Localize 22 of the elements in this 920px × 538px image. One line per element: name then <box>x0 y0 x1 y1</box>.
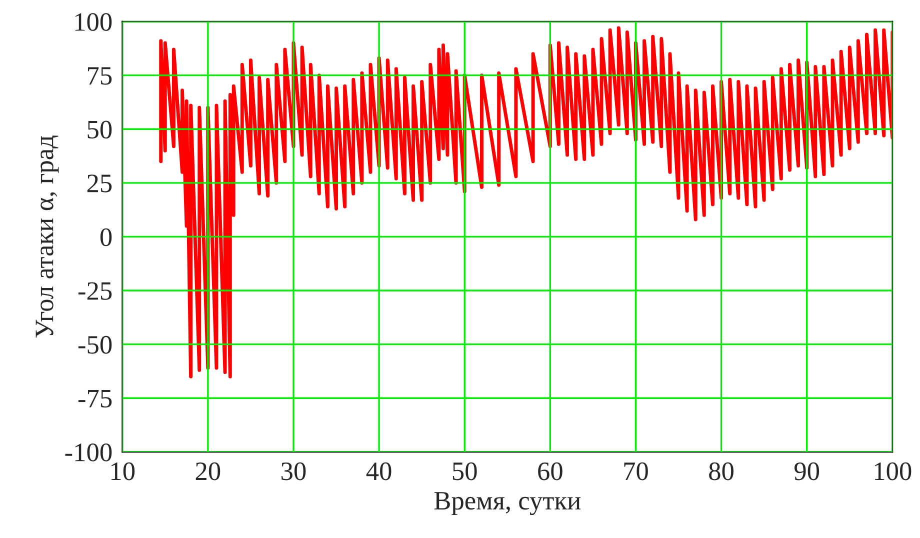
x-tick-label: 70 <box>624 462 648 480</box>
line-series <box>159 26 892 378</box>
x-tick-label: 10 <box>111 462 135 480</box>
x-tick-label: 100 <box>874 462 912 480</box>
y-tick-label: 75 <box>88 67 112 85</box>
x-tick-label: 60 <box>538 462 562 480</box>
x-tick-label: 30 <box>282 462 306 480</box>
x-tick-label: 40 <box>366 462 392 480</box>
x-tick-label: 90 <box>794 462 820 480</box>
y-tick-label: -100 <box>65 444 112 462</box>
y-tick-label: 100 <box>75 13 112 31</box>
y-tick-label: 0 <box>100 228 112 246</box>
y-tick-label: 25 <box>87 174 112 192</box>
y-tick-label: -50 <box>78 336 112 354</box>
x-tick-label: 20 <box>196 462 220 480</box>
y-tick-label: -75 <box>78 390 112 408</box>
x-axis-title: Время, сутки <box>434 492 581 516</box>
y-tick-label: 50 <box>88 120 112 139</box>
y-tick-label: -25 <box>78 282 112 300</box>
y-axis-title: Угол атаки α, град <box>36 136 59 338</box>
x-tick-label: 80 <box>709 462 734 480</box>
x-tick-label: 50 <box>452 462 477 480</box>
